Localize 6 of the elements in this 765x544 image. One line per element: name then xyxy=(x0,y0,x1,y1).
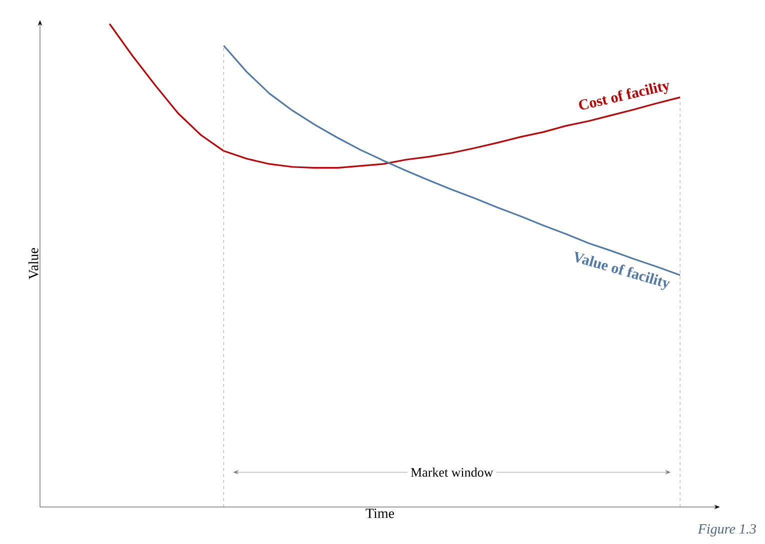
y-axis-title: Value xyxy=(28,248,38,280)
text: Cost of facility xyxy=(579,82,669,110)
x-axis-title: Time xyxy=(366,508,394,518)
caption: Figure 1.3 xyxy=(698,524,756,536)
text: Value of facility xyxy=(574,251,670,290)
annotation: Market window xyxy=(410,468,494,477)
